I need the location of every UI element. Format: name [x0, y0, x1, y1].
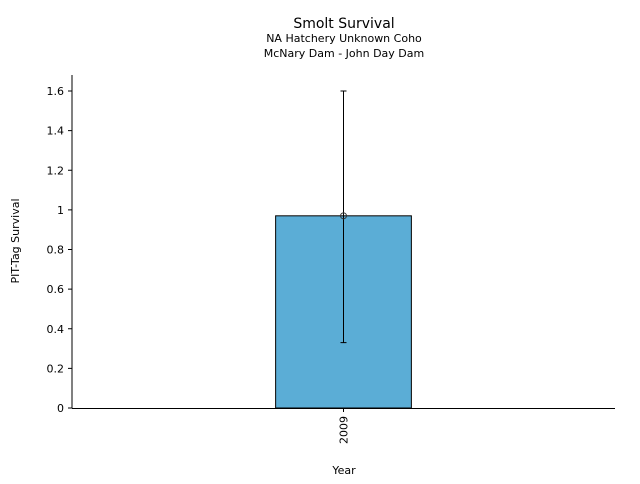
chart-subtitle-2: McNary Dam - John Day Dam	[264, 47, 424, 60]
point-marker	[340, 212, 347, 220]
y-tick-label: 0.8	[47, 244, 65, 257]
y-tick-label: 1.6	[47, 85, 65, 98]
y-tick-label: 1.2	[47, 164, 65, 177]
y-tick-label: 1.4	[47, 125, 65, 138]
x-axis-label: Year	[331, 464, 356, 477]
y-tick-label: 0	[57, 402, 64, 415]
x-tick-label: 2009	[338, 416, 351, 444]
y-tick-label: 1	[57, 204, 64, 217]
y-tick-label: 0.6	[47, 283, 65, 296]
chart-subtitle-1: NA Hatchery Unknown Coho	[266, 32, 422, 45]
y-axis-label: PIT-Tag Survival	[9, 198, 22, 283]
y-tick-label: 0.4	[47, 323, 65, 336]
chart-title: Smolt Survival	[293, 16, 394, 32]
y-tick-label: 0.2	[47, 362, 65, 375]
